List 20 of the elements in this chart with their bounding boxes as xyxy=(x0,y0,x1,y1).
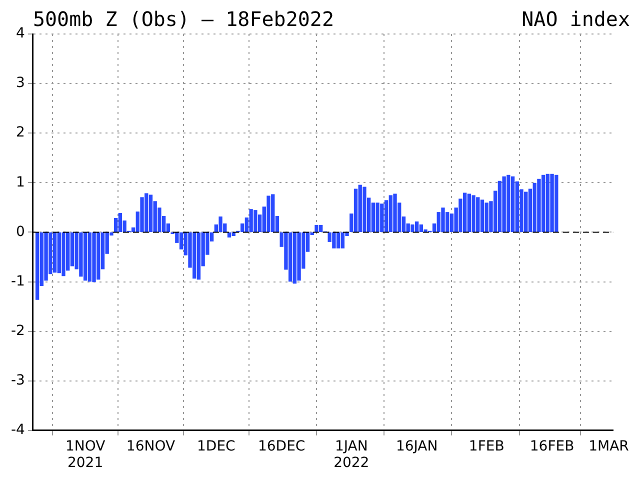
y-tick-label: -1 xyxy=(10,273,25,290)
x-tick-label: 1JAN 2022 xyxy=(334,438,370,472)
x-tick-label: 16FEB xyxy=(530,438,574,454)
x-tick-label: 1MAR xyxy=(588,438,630,454)
y-tick-label: -2 xyxy=(10,322,25,339)
x-tick-label: 1DEC xyxy=(197,438,236,454)
chart-title: 500mb Z (Obs) — 18Feb2022 xyxy=(32,7,334,31)
y-tick-label: -3 xyxy=(10,372,25,388)
y-tick-label: 0 xyxy=(16,224,25,240)
y-tick-label: 2 xyxy=(16,124,25,141)
y-tick-label: 1 xyxy=(16,174,25,190)
x-tick-label: 16DEC xyxy=(258,438,306,454)
x-tick-label: 16JAN xyxy=(396,438,438,454)
y-tick-label: 3 xyxy=(16,75,25,92)
x-tick-label: 1NOV 2021 xyxy=(65,438,106,472)
x-tick-label: 16NOV xyxy=(126,438,176,454)
y-tick-label: -4 xyxy=(10,422,26,438)
chart-subtitle: NAO index xyxy=(522,7,630,31)
y-tick-label: 4 xyxy=(16,26,26,42)
x-tick-label: 1FEB xyxy=(468,438,504,454)
